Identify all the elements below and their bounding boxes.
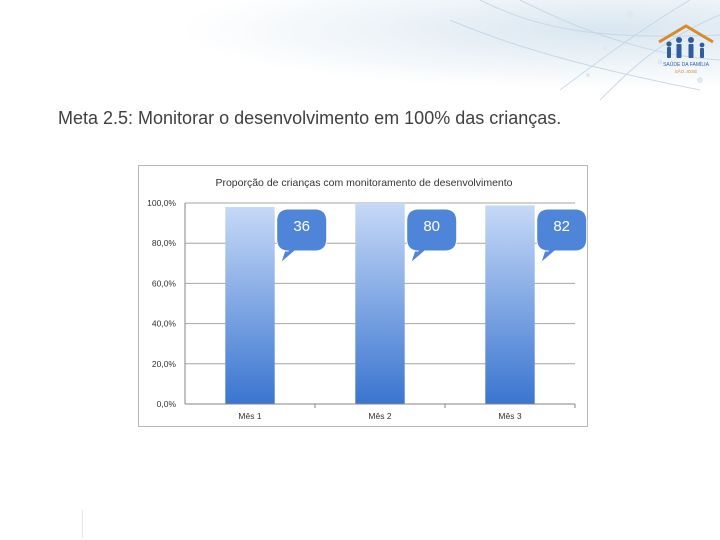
y-axis-ticks: 0,0% 20,0% 40,0% 60,0% 80,0% 100,0% — [147, 198, 176, 409]
callouts: 36 80 82 — [276, 208, 588, 265]
y-tick-label: 0,0% — [157, 399, 177, 409]
bar — [225, 207, 275, 404]
x-tick-label: Mês 1 — [238, 411, 261, 421]
slide-title: Meta 2.5: Monitorar o desenvolvimento em… — [58, 108, 562, 128]
logo-text-line1: SAÚDE DA FAMÍLIA — [663, 61, 710, 68]
y-tick-label: 40,0% — [152, 319, 177, 329]
callout-label: 82 — [553, 218, 570, 235]
y-tick-label: 60,0% — [152, 278, 177, 288]
y-tick-label: 20,0% — [152, 359, 177, 369]
bar — [485, 205, 535, 404]
decorative-line — [82, 510, 83, 538]
saude-da-familia-logo: SAÚDE DA FAMÍLIA SÃO JOSÉ — [658, 24, 714, 74]
logo-text-line2: SÃO JOSÉ — [675, 68, 698, 74]
callout-label: 36 — [293, 218, 310, 235]
bars — [225, 203, 535, 404]
y-tick-label: 100,0% — [147, 198, 176, 208]
chart-frame: Proporção de crianças com monitoramento … — [138, 165, 588, 427]
x-tick-label: Mês 2 — [368, 411, 391, 421]
chart-title: Proporção de crianças com monitoramento … — [215, 177, 512, 189]
callout-bubble — [276, 208, 328, 265]
x-axis-ticks: Mês 1 Mês 2 Mês 3 — [185, 403, 576, 421]
x-tick-label: Mês 3 — [498, 411, 521, 421]
callout-bubble — [406, 208, 458, 265]
callout-label: 80 — [423, 218, 440, 235]
header-decoration — [0, 0, 720, 100]
bar — [355, 203, 405, 404]
callout-bubble — [536, 208, 588, 265]
y-tick-label: 80,0% — [152, 238, 177, 248]
bar-chart: Proporção de crianças com monitoramento … — [147, 177, 588, 421]
